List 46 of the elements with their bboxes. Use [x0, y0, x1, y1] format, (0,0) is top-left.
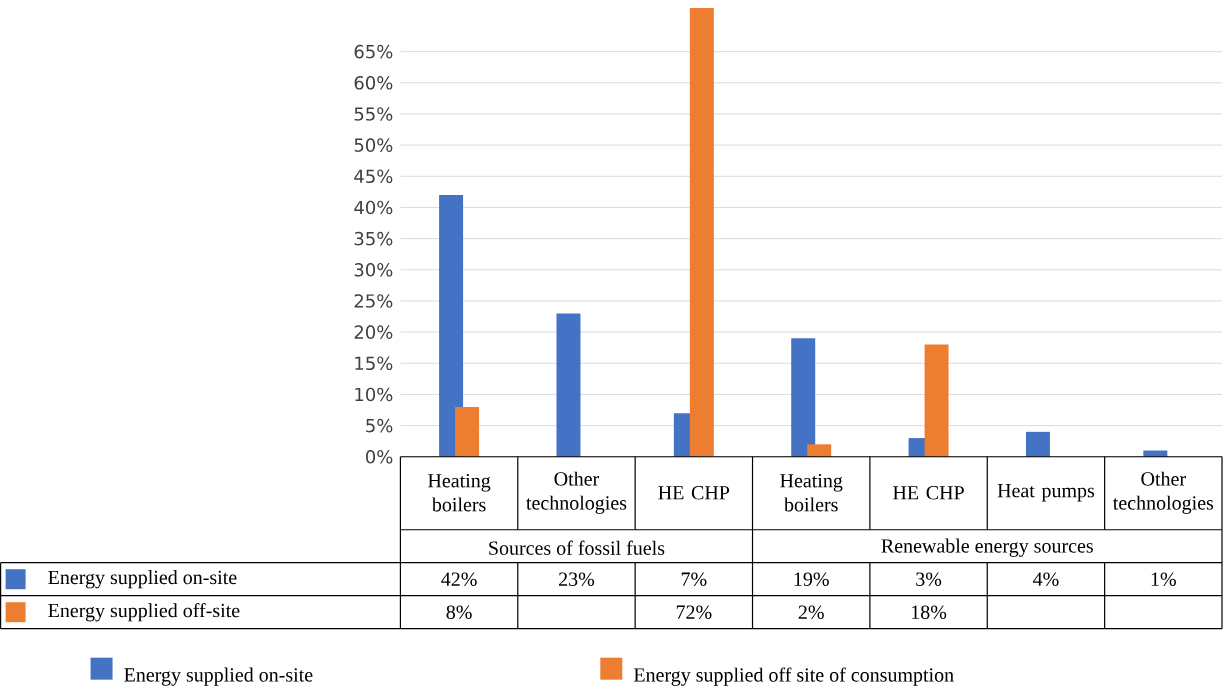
data-label: 42%: [441, 572, 477, 587]
x-tick-label: Heating boilers: [780, 474, 843, 512]
x-tick-label: Heating boilers: [428, 474, 491, 512]
data-label: 7%: [681, 572, 707, 587]
x-tick-label: Other technologies: [526, 471, 627, 515]
y-tick-label: 60%: [354, 76, 393, 90]
data-label: 8%: [446, 605, 472, 620]
bar: [556, 313, 581, 457]
text: Energy supplied off-site: [48, 603, 240, 622]
y-tick-label: 0%: [366, 450, 393, 464]
y-tick-label: 5%: [366, 418, 393, 433]
bar: [924, 344, 949, 457]
y-tick-label: 50%: [354, 138, 393, 153]
text: Renewable energy sources: [881, 538, 1093, 557]
data-label: 19%: [794, 572, 829, 587]
bar: [439, 195, 464, 457]
y-tick-label: 30%: [354, 263, 393, 277]
y-tick-label: 45%: [354, 169, 393, 184]
data-label: 2%: [798, 605, 824, 620]
y-tick-label: 15%: [355, 356, 393, 371]
text: Energy supplied on-site: [48, 570, 237, 589]
data-label: 1%: [1151, 572, 1176, 587]
x-tick-label: HE CHP: [658, 486, 730, 500]
legend-label: Energy supplied off site of consumption: [633, 667, 954, 687]
data-label: 3%: [916, 572, 942, 587]
data-label: 72%: [676, 605, 712, 620]
y-tick-label: 55%: [354, 107, 393, 121]
bar: [807, 444, 832, 457]
y-tick-label: 10%: [355, 387, 393, 402]
y-tick-label: 35%: [354, 231, 393, 246]
bar: [1025, 432, 1050, 457]
y-tick-label: 20%: [354, 325, 393, 340]
bar: [455, 407, 480, 457]
bar: [689, 8, 714, 457]
y-tick-label: 25%: [354, 294, 393, 308]
x-tick-label: Heat pumps: [997, 484, 1095, 502]
bar: [791, 338, 816, 457]
data-label: 18%: [912, 605, 947, 620]
legend-label: Energy supplied on-site: [124, 667, 313, 686]
x-tick-label: HE CHP: [893, 486, 964, 500]
y-tick-label: 65%: [354, 45, 393, 59]
data-label: 4%: [1033, 572, 1059, 587]
x-tick-label: Other technologies: [1112, 471, 1214, 515]
data-label: 23%: [559, 572, 595, 587]
y-tick-label: 40%: [354, 200, 393, 215]
source-note: Sources of fossil fuels: [489, 540, 665, 556]
